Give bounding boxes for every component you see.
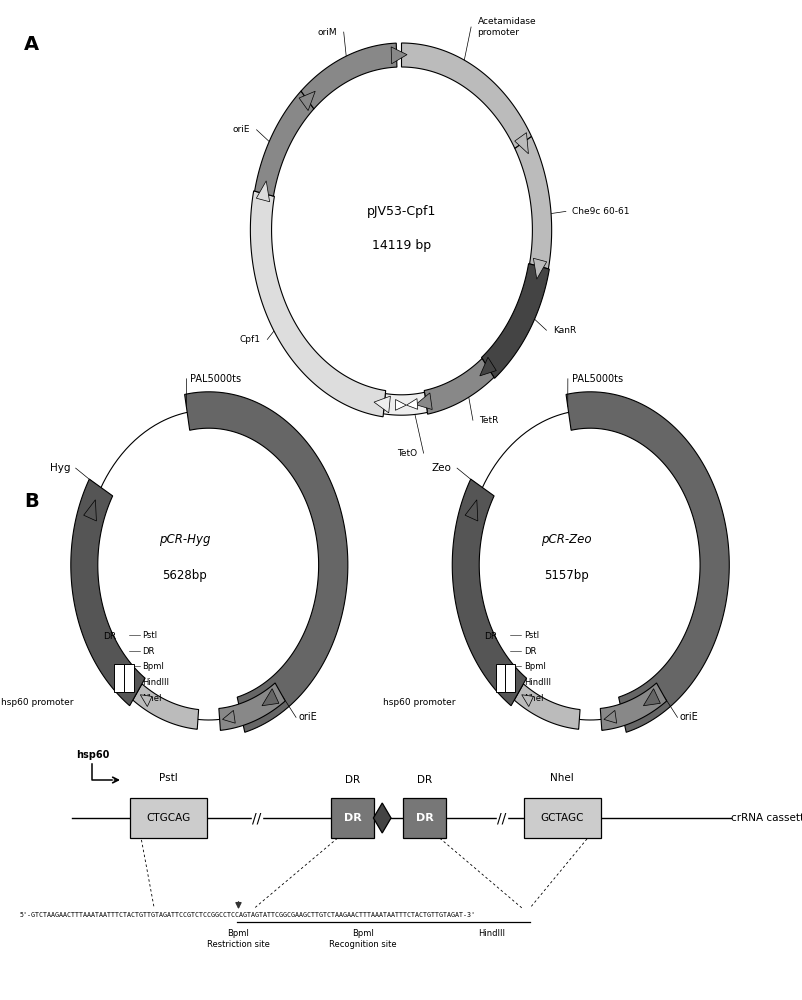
Text: NheI: NheI (523, 694, 543, 703)
Text: TetO: TetO (396, 449, 417, 458)
Text: A: A (24, 35, 39, 54)
Text: PAL5000ts: PAL5000ts (571, 374, 622, 384)
Text: DR: DR (523, 647, 536, 656)
FancyBboxPatch shape (130, 798, 207, 838)
Text: DR: DR (103, 632, 115, 641)
Polygon shape (401, 43, 531, 148)
Text: 5628bp: 5628bp (162, 568, 207, 582)
Polygon shape (514, 136, 551, 269)
FancyBboxPatch shape (330, 798, 374, 838)
Text: DR: DR (345, 775, 359, 785)
Text: Cpf1: Cpf1 (240, 335, 261, 344)
Polygon shape (391, 47, 407, 64)
Text: oriM: oriM (318, 28, 337, 37)
Polygon shape (219, 683, 285, 730)
Text: crRNA cassette: crRNA cassette (730, 813, 802, 823)
Text: GCTAGC: GCTAGC (540, 813, 583, 823)
Text: pCR-Hyg: pCR-Hyg (159, 534, 210, 546)
Text: Acetamidase
promoter: Acetamidase promoter (477, 17, 536, 37)
Polygon shape (452, 479, 526, 706)
Polygon shape (373, 803, 391, 833)
Text: //: // (252, 811, 261, 825)
Polygon shape (513, 684, 579, 729)
Text: PAL5000ts: PAL5000ts (190, 374, 241, 384)
Polygon shape (600, 683, 666, 730)
Polygon shape (250, 191, 385, 417)
Text: Zeo: Zeo (431, 463, 451, 473)
Polygon shape (83, 500, 96, 521)
Bar (114, 664, 124, 692)
Polygon shape (533, 258, 546, 279)
Polygon shape (140, 695, 152, 707)
Bar (495, 664, 504, 692)
Polygon shape (261, 689, 278, 706)
Bar (124, 664, 133, 692)
Text: pCR-Zeo: pCR-Zeo (540, 534, 591, 546)
Text: PstI: PstI (523, 631, 538, 640)
Bar (504, 664, 514, 692)
Polygon shape (423, 358, 493, 414)
Text: KanR: KanR (553, 326, 575, 335)
Polygon shape (415, 393, 431, 410)
Polygon shape (395, 399, 406, 410)
Text: PstI: PstI (159, 773, 178, 783)
Text: HindIII: HindIII (477, 929, 504, 938)
Text: oriE: oriE (298, 712, 317, 722)
Text: 14119 bp: 14119 bp (371, 238, 431, 251)
Text: PstI: PstI (142, 631, 157, 640)
Text: 5'-GTCTAAGAACTTTAAATAATTTCTACTGTTGTAGATTCCGTCTCCGGCCTCCAGTAGTATTCGGCGAAGCTTGTCTA: 5'-GTCTAAGAACTTTAAATAATTTCTACTGTTGTAGATT… (20, 912, 476, 918)
Text: Che9c 60-61: Che9c 60-61 (572, 207, 629, 216)
Text: TetR: TetR (479, 416, 498, 425)
Polygon shape (71, 479, 145, 706)
Polygon shape (514, 133, 528, 154)
Text: DR: DR (142, 647, 155, 656)
Text: B: B (24, 492, 38, 511)
Text: DR: DR (343, 813, 361, 823)
Text: oriE: oriE (679, 712, 698, 722)
Polygon shape (383, 392, 427, 415)
Text: NheI: NheI (142, 694, 162, 703)
Text: hsp60: hsp60 (75, 750, 109, 760)
Text: DR: DR (417, 775, 431, 785)
Text: BpmI: BpmI (142, 662, 164, 671)
Text: CTGCAG: CTGCAG (146, 813, 191, 823)
Text: hsp60 promoter: hsp60 promoter (2, 698, 74, 707)
Polygon shape (222, 710, 235, 723)
Text: NheI: NheI (549, 773, 573, 783)
Text: HindIII: HindIII (142, 678, 169, 687)
FancyBboxPatch shape (523, 798, 600, 838)
Text: //: // (496, 811, 506, 825)
Polygon shape (184, 392, 347, 732)
Polygon shape (521, 695, 533, 707)
Polygon shape (603, 710, 616, 723)
Text: DR: DR (484, 632, 496, 641)
Text: pJV53-Cpf1: pJV53-Cpf1 (367, 206, 435, 219)
Polygon shape (256, 181, 269, 202)
Text: DR: DR (415, 813, 433, 823)
Polygon shape (479, 357, 496, 376)
Text: hsp60 promoter: hsp60 promoter (383, 698, 455, 707)
Text: Hyg: Hyg (50, 463, 70, 473)
Text: oriE: oriE (233, 125, 249, 134)
FancyBboxPatch shape (403, 798, 446, 838)
Text: HindIII: HindIII (523, 678, 550, 687)
Text: BpmI
Restriction site: BpmI Restriction site (207, 929, 269, 949)
Text: BpmI: BpmI (523, 662, 545, 671)
Polygon shape (298, 91, 315, 111)
Polygon shape (481, 264, 549, 378)
Polygon shape (301, 43, 396, 109)
Polygon shape (464, 500, 477, 521)
Polygon shape (374, 396, 390, 413)
Polygon shape (565, 392, 728, 732)
Text: BpmI
Recognition site: BpmI Recognition site (329, 929, 396, 949)
Polygon shape (254, 91, 314, 196)
Polygon shape (642, 689, 659, 706)
Polygon shape (406, 399, 417, 409)
Polygon shape (132, 684, 198, 729)
Text: 5157bp: 5157bp (543, 568, 588, 582)
